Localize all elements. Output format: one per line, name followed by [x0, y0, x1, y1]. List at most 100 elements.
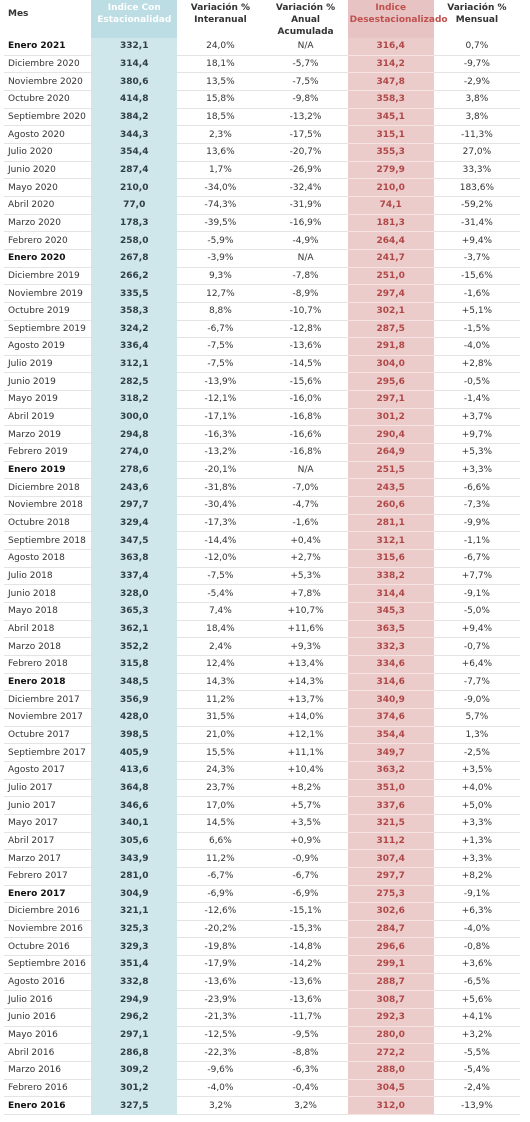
table-cell: 374,6 — [347, 708, 434, 727]
table-cell: 302,1 — [347, 302, 434, 321]
table-cell: -6,6% — [433, 478, 520, 498]
table-row: Agosto 2019 336,4 -7,5% -13,6% 291,8 -4,0% — [4, 337, 520, 356]
table-cell: 281,0 — [91, 867, 178, 886]
table-row: Noviembre 2020 380,6 13,5% -7,5% 347,8 -2,9% — [4, 72, 520, 91]
table-cell: -12,6% — [177, 902, 264, 921]
table-cell: -14,5% — [263, 355, 348, 374]
table-cell: 278,6 — [91, 461, 178, 480]
table-row: Junio 2016 296,2 -21,3% -11,7% 292,3 +4,1% — [4, 1008, 520, 1027]
table-cell: N/A — [263, 38, 348, 56]
table-cell: 281,1 — [347, 514, 434, 533]
table-cell: -7,5% — [177, 567, 264, 586]
table-cell: -31,9% — [263, 196, 348, 215]
table-cell: Marzo 2019 — [4, 425, 92, 445]
table-cell: 272,2 — [347, 1043, 434, 1063]
table-cell: 12,7% — [177, 284, 264, 303]
table-row: Julio 2016 294,9 -23,9% -13,6% 308,7 +5,6% — [4, 990, 520, 1010]
table-cell: -9,7% — [433, 55, 520, 74]
table-row: Julio 2020 354,4 13,6% -20,7% 355,3 27,0% — [4, 143, 520, 162]
table-cell: 354,4 — [347, 726, 434, 745]
table-cell: -4,9% — [263, 231, 348, 250]
table-row: Marzo 2019 294,8 -16,3% -16,6% 290,4 +9,7% — [4, 425, 520, 445]
table-cell: 334,6 — [347, 655, 434, 674]
table-cell: Junio 2020 — [4, 161, 92, 180]
table-cell: Diciembre 2017 — [4, 690, 92, 709]
table-cell: Mayo 2018 — [4, 602, 92, 621]
table-cell: +6,4% — [433, 655, 520, 674]
table-cell: +9,7% — [433, 425, 520, 445]
table-cell: 314,4 — [91, 55, 178, 74]
table-cell: -15,6% — [433, 267, 520, 286]
table-cell: 287,5 — [347, 320, 434, 339]
table-row: Enero 2020 267,8 -3,9% N/A 241,7 -3,7% — [4, 249, 520, 268]
table-cell: -9,5% — [263, 1026, 348, 1045]
table-row: Agosto 2016 332,8 -13,6% -13,6% 288,7 -6,5% — [4, 973, 520, 992]
table-cell: 13,5% — [177, 72, 264, 91]
table-row: Agosto 2020 344,3 2,3% -17,5% 315,1 -11,3% — [4, 125, 520, 144]
table-cell: +5,0% — [433, 796, 520, 815]
table-cell: Mayo 2020 — [4, 178, 92, 197]
table-cell: 297,7 — [347, 867, 434, 886]
table-cell: 11,2% — [177, 849, 264, 868]
table-cell: 0,7% — [433, 38, 520, 56]
table-cell: 315,1 — [347, 125, 434, 144]
table-cell: -1,5% — [433, 320, 520, 339]
table-cell: -7,5% — [177, 337, 264, 356]
table-cell: Septiembre 2016 — [4, 955, 92, 974]
table-cell: Agosto 2019 — [4, 337, 92, 356]
table-cell: 414,8 — [91, 90, 178, 109]
table-cell: Julio 2019 — [4, 355, 92, 374]
table-row: Agosto 2018 363,8 -12,0% +2,7% 315,6 -6,7% — [4, 549, 520, 568]
table-cell: Marzo 2016 — [4, 1061, 92, 1080]
table-cell: 274,0 — [91, 443, 178, 462]
header-cell: Indice Desestacionalizado — [347, 0, 448, 38]
table-cell: 183,6% — [433, 178, 520, 197]
table-row: Mayo 2020 210,0 -34,0% -32,4% 210,0 183,6% — [4, 178, 520, 197]
table-cell: 178,3 — [91, 214, 178, 233]
table-cell: -3,7% — [433, 249, 520, 268]
table-cell: 15,5% — [177, 743, 264, 762]
table-cell: 6,6% — [177, 832, 264, 851]
table-row: Diciembre 2018 243,6 -31,8% -7,0% 243,5 -6,6% — [4, 478, 520, 498]
table-cell: 243,6 — [91, 478, 178, 498]
table-row: Septiembre 2017 405,9 15,5% +11,1% 349,7 -2,5… — [4, 743, 520, 762]
table-cell: 329,4 — [91, 514, 178, 533]
table-cell: 356,9 — [91, 690, 178, 709]
table-cell: 3,2% — [263, 1096, 348, 1116]
table-cell: 365,3 — [91, 602, 178, 621]
table-cell: -34,0% — [177, 178, 264, 197]
table-cell: 2,3% — [177, 125, 264, 144]
table-cell: +11,1% — [263, 743, 348, 762]
table-cell: 14,5% — [177, 814, 264, 833]
table-cell: 314,4 — [347, 584, 434, 603]
table-cell: -7,5% — [263, 72, 348, 91]
table-cell: 33,3% — [433, 161, 520, 180]
table-cell: -1,6% — [263, 514, 348, 533]
table-cell: Junio 2019 — [4, 372, 92, 392]
table-row: Marzo 2018 352,2 2,4% +9,3% 332,3 -0,7% — [4, 637, 520, 656]
table-cell: +3,5% — [433, 761, 520, 780]
table-row: Mayo 2016 297,1 -12,5% -9,5% 280,0 +3,2% — [4, 1026, 520, 1045]
table-cell: -9,1% — [433, 584, 520, 603]
table-cell: +14,3% — [263, 673, 348, 692]
table-cell: -17,3% — [177, 514, 264, 533]
table-cell: 5,7% — [433, 708, 520, 727]
table-cell: -20,2% — [177, 920, 264, 939]
table-row: Octubre 2016 329,3 -19,8% -14,8% 296,6 -0,8% — [4, 937, 520, 957]
table-cell: -17,5% — [263, 125, 348, 144]
data-table: Mes Indice Con Estacionalidad Variación % … — [4, 0, 520, 1116]
table-row: Marzo 2017 343,9 11,2% -0,9% 307,4 +3,3% — [4, 849, 520, 868]
table-cell: -12,0% — [177, 549, 264, 568]
table-cell: +11,6% — [263, 620, 348, 639]
table-cell: 15,8% — [177, 90, 264, 109]
table-cell: 304,5 — [347, 1079, 434, 1098]
table-cell: 241,7 — [347, 249, 434, 268]
table-cell: Octubre 2020 — [4, 90, 92, 109]
table-cell: +5,3% — [263, 567, 348, 586]
table-cell: 329,3 — [91, 937, 178, 957]
table-cell: 352,2 — [91, 637, 178, 656]
table-cell: 348,5 — [91, 673, 178, 692]
table-cell: +5,7% — [263, 796, 348, 815]
table-cell: 428,0 — [91, 708, 178, 727]
table-cell: -13,9% — [177, 372, 264, 392]
